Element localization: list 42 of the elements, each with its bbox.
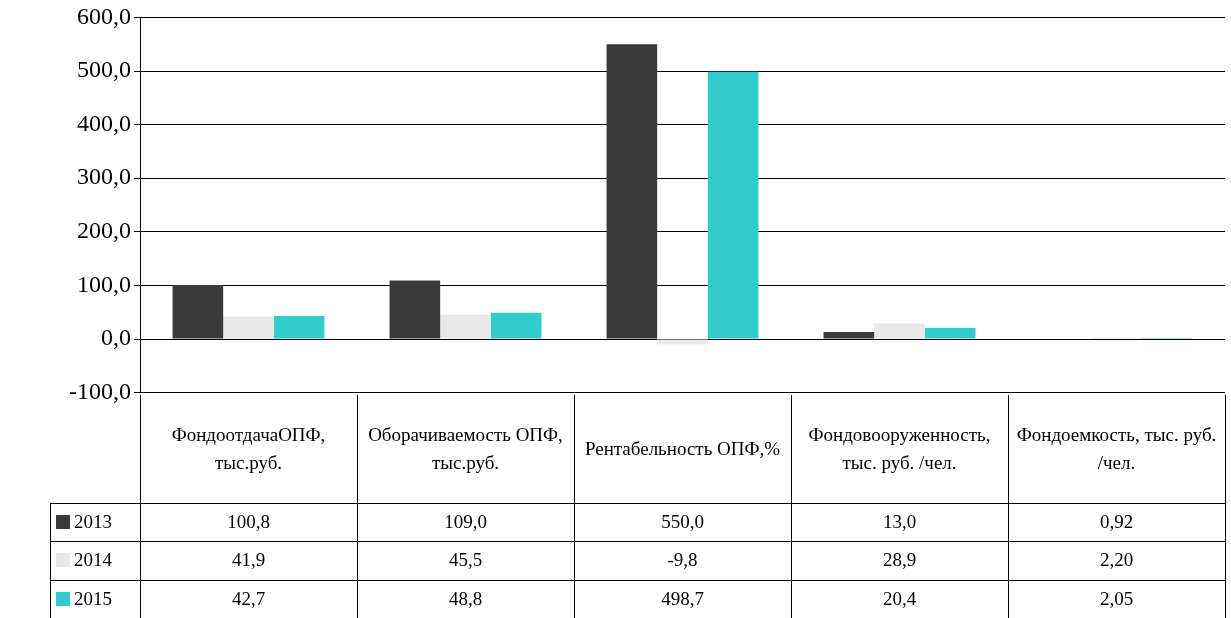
x-tick-label: Фондовооруженность, тыс. руб. /чел. bbox=[807, 423, 992, 475]
bar bbox=[823, 332, 875, 339]
y-tick-label: 400,0 bbox=[77, 109, 131, 136]
bar bbox=[172, 284, 224, 339]
data-label: 2,05 bbox=[1098, 586, 1135, 611]
bar bbox=[490, 312, 542, 339]
x-tick-label: ФондоотдачаОПФ, тыс.руб. bbox=[170, 423, 327, 475]
data-label: 498,7 bbox=[660, 586, 705, 611]
data-label: -9,8 bbox=[666, 548, 699, 573]
y-tick-label: 500,0 bbox=[77, 56, 131, 83]
y-tick-label: 200,0 bbox=[77, 217, 131, 244]
data-label: 2,20 bbox=[1098, 548, 1135, 573]
x-tick-label: Рентабельность ОПФ,% bbox=[583, 437, 782, 461]
data-label: 100,8 bbox=[226, 510, 271, 535]
bar bbox=[273, 316, 325, 339]
data-label: 41,9 bbox=[230, 548, 267, 573]
data-label: 20,4 bbox=[881, 586, 918, 611]
legend-label: 2014 bbox=[73, 548, 113, 573]
legend-label: 2015 bbox=[73, 586, 113, 611]
data-label: 0,92 bbox=[1098, 510, 1135, 535]
y-tick-label: 300,0 bbox=[77, 163, 131, 190]
y-tick-label: -100,0 bbox=[69, 377, 131, 404]
data-label: 42,7 bbox=[230, 586, 267, 611]
x-tick-label: Оборачиваемость ОПФ, тыс.руб. bbox=[367, 423, 564, 475]
y-tick-label: 600,0 bbox=[77, 2, 131, 29]
y-tick-label: 100,0 bbox=[77, 270, 131, 297]
bar bbox=[389, 280, 441, 339]
y-tick-label: 0,0 bbox=[101, 324, 131, 351]
data-label: 13,0 bbox=[881, 510, 918, 535]
bar bbox=[707, 71, 759, 339]
x-tick-label: Фондоемкость, тыс. руб. /чел. bbox=[1015, 423, 1218, 475]
bar bbox=[874, 323, 925, 339]
bar bbox=[606, 44, 658, 339]
data-label: 550,0 bbox=[660, 510, 705, 535]
bar bbox=[223, 316, 274, 339]
data-label: 28,9 bbox=[881, 548, 918, 573]
data-label: 48,8 bbox=[447, 586, 484, 611]
bar bbox=[440, 314, 491, 339]
bar bbox=[924, 328, 976, 339]
data-label: 45,5 bbox=[447, 548, 484, 573]
data-label: 109,0 bbox=[443, 510, 488, 535]
legend-label: 2013 bbox=[73, 510, 113, 535]
